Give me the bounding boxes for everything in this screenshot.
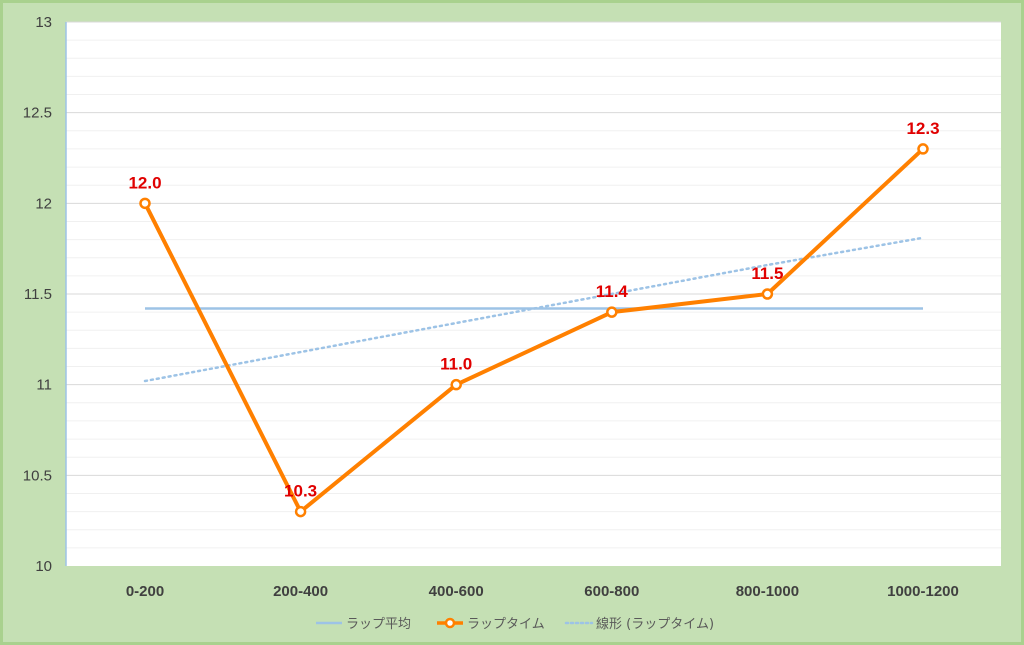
x-tick-label: 1000-1200 [887,583,959,600]
data-label: 12.3 [906,119,939,138]
lap-time-point [606,306,618,318]
legend: ラップ平均 ラップタイム 線形 (ラップタイム) [316,616,714,632]
legend-lap-time-marker [444,617,456,629]
y-tick-label: 10.5 [23,467,52,484]
trend-line [143,236,925,383]
lap-time-point [450,378,462,391]
y-tick-label: 13 [35,14,52,31]
data-label: 10.3 [284,482,317,501]
legend-lap-time-label: ラップタイム [467,617,545,632]
y-tick-label: 11 [36,377,52,394]
lap-time-point [761,288,774,300]
lap-time-point [917,143,929,155]
lap-time-point [139,197,151,210]
legend-average-label: ラップ平均 [346,617,411,632]
x-tick-label: 600-800 [584,583,639,600]
series-group [139,143,929,518]
data-label: 11.5 [751,264,783,283]
x-tick-label: 400-600 [429,583,484,600]
y-tick-label: 12.5 [23,105,52,122]
x-tick-label: 0-200 [126,583,164,600]
data-labels: 12.0 10.3 11.0 11.4 11.5 12.3 [128,119,939,501]
y-tick-label: 12 [35,195,52,212]
data-label: 12.0 [128,173,161,192]
y-axis-ticks: 10 10.5 11 11.5 12 12.5 13 [23,14,52,575]
data-label: 11.0 [440,355,472,374]
x-axis-ticks: 0-200 200-400 400-600 600-800 800-1000 1000-1… [126,583,959,600]
lap-time-point [294,505,307,518]
legend-trend-label: 線形 (ラップタイム) [596,616,714,632]
data-label: 11.4 [596,282,629,301]
x-tick-label: 800-1000 [736,583,799,600]
x-tick-label: 200-400 [273,583,328,600]
lap-time-line [143,147,925,514]
y-tick-label: 11.5 [24,286,52,303]
y-tick-label: 10 [35,558,52,575]
